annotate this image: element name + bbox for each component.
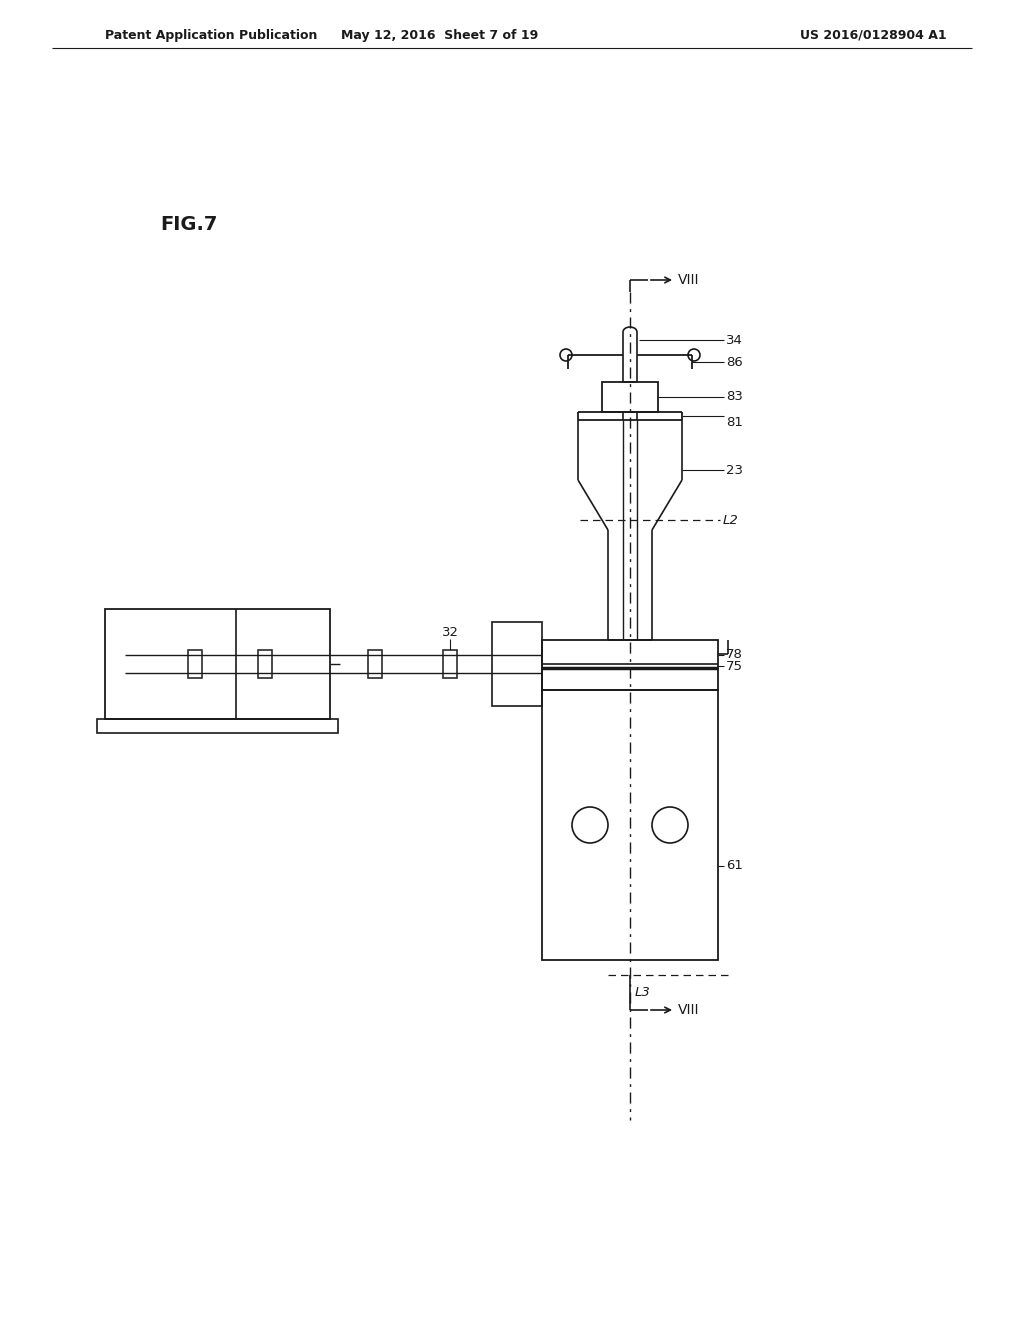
Text: FIG.7: FIG.7 [160,215,217,235]
Text: May 12, 2016  Sheet 7 of 19: May 12, 2016 Sheet 7 of 19 [341,29,539,41]
Bar [443,649,457,678]
Text: US 2016/0128904 A1: US 2016/0128904 A1 [800,29,946,41]
Text: 75: 75 [726,660,743,672]
Bar [188,649,202,678]
Text: 83: 83 [726,391,742,404]
Text: 32: 32 [441,627,459,639]
Text: 86: 86 [726,355,742,368]
Text: 34: 34 [726,334,742,346]
Text: 23: 23 [726,463,743,477]
Text: L3: L3 [635,986,650,999]
Bar [368,649,382,678]
Text: 61: 61 [726,859,742,873]
Text: VIII: VIII [678,273,699,286]
Bar [542,640,718,690]
Bar [602,381,658,412]
Text: VIII: VIII [678,1003,699,1016]
Bar [542,690,718,960]
Text: L2: L2 [723,513,738,527]
Bar [492,622,542,706]
Text: Patent Application Publication: Patent Application Publication [105,29,317,41]
Bar [97,719,338,733]
Text: 78: 78 [726,648,742,661]
Bar [105,609,330,719]
Text: 81: 81 [726,416,742,429]
Bar [258,649,272,678]
